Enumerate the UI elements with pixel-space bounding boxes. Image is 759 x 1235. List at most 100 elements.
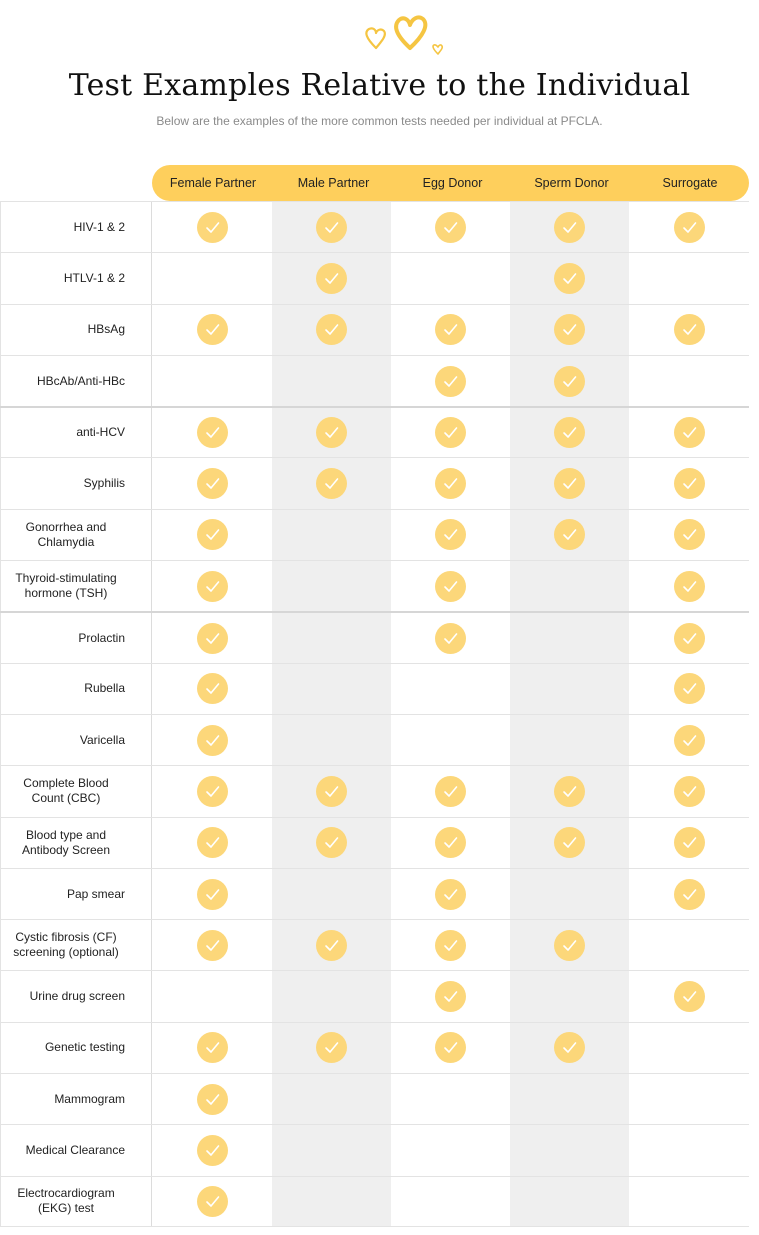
- test-name: Rubella: [84, 681, 125, 696]
- page-title: Test Examples Relative to the Individual: [68, 68, 691, 103]
- check-icon: [435, 827, 466, 859]
- row-label-cell: anti-HCV: [0, 408, 152, 458]
- column-header-surrogate: Surrogate: [662, 176, 718, 190]
- cell-egg-donor: [391, 1023, 510, 1073]
- check-icon: [673, 981, 705, 1013]
- page-subtitle: Below are the examples of the more commo…: [156, 114, 603, 128]
- check-icon: [196, 775, 228, 807]
- cell-female-partner: [152, 305, 272, 355]
- check-icon: [196, 468, 228, 500]
- test-name: Complete Blood Count (CBC): [23, 776, 109, 806]
- table-row: anti-HCV: [0, 406, 749, 458]
- cell-male-partner: [272, 408, 391, 457]
- row-label-cell: Urine drug screen: [0, 971, 152, 1022]
- cell-surrogate: [629, 715, 749, 765]
- check-icon: [196, 1134, 228, 1166]
- cell-egg-donor: [391, 920, 510, 970]
- check-icon: [435, 929, 466, 961]
- cell-surrogate: [629, 458, 749, 508]
- cell-male-partner: [272, 458, 391, 508]
- test-name: Gonorrhea and Chlamydia: [25, 519, 107, 549]
- check-icon: [673, 417, 705, 449]
- cell-egg-donor: [391, 561, 510, 611]
- check-icon: [196, 417, 228, 449]
- cell-female-partner: [152, 715, 272, 765]
- row-label-cell: HTLV-1 & 2: [0, 253, 152, 304]
- table-row: Thyroid-stimulating hormone (TSH): [0, 560, 749, 612]
- cell-egg-donor: [391, 818, 510, 868]
- table-row: Urine drug screen: [0, 970, 749, 1022]
- check-icon: [316, 775, 347, 807]
- check-icon: [673, 211, 705, 243]
- check-icon: [316, 827, 347, 859]
- check-icon: [554, 211, 585, 243]
- check-icon: [673, 622, 705, 654]
- cell-female-partner: [152, 356, 272, 406]
- cell-female-partner: [152, 1177, 272, 1226]
- test-name: Electrocardiogram (EKG) test: [17, 1186, 115, 1216]
- test-name: HTLV-1 & 2: [63, 270, 125, 285]
- cell-male-partner: [272, 305, 391, 355]
- cell-sperm-donor: [510, 408, 629, 457]
- row-label-cell: Cystic fibrosis (CF) screening (optional…: [0, 920, 152, 971]
- test-name: Medical Clearance: [25, 1142, 125, 1157]
- cell-male-partner: [272, 869, 391, 919]
- test-name: HIV-1 & 2: [73, 219, 125, 234]
- cell-female-partner: [152, 202, 272, 252]
- table-row: Syphilis: [0, 457, 749, 509]
- cell-egg-donor: [391, 1074, 510, 1124]
- cell-sperm-donor: [510, 305, 629, 355]
- table-row: Complete Blood Count (CBC): [0, 765, 749, 817]
- table-row: Prolactin: [0, 611, 749, 663]
- test-name: Pap smear: [66, 886, 125, 901]
- cell-sperm-donor: [510, 818, 629, 868]
- check-icon: [673, 724, 705, 756]
- table-row: Cystic fibrosis (CF) screening (optional…: [0, 919, 749, 971]
- check-icon: [435, 314, 466, 346]
- check-icon: [673, 775, 705, 807]
- row-label-cell: Thyroid-stimulating hormone (TSH): [0, 561, 152, 612]
- table-row: Mammogram: [0, 1073, 749, 1125]
- cell-surrogate: [629, 1023, 749, 1073]
- check-icon: [196, 929, 228, 961]
- table-row: Electrocardiogram (EKG) test: [0, 1175, 749, 1227]
- cell-surrogate: [629, 253, 749, 303]
- cell-surrogate: [629, 356, 749, 406]
- cell-egg-donor: [391, 1177, 510, 1226]
- check-icon: [196, 1185, 228, 1217]
- check-icon: [673, 673, 705, 705]
- cell-surrogate: [629, 613, 749, 662]
- cell-egg-donor: [391, 510, 510, 560]
- row-label-cell: Electrocardiogram (EKG) test: [0, 1176, 152, 1226]
- cell-sperm-donor: [510, 1177, 629, 1226]
- check-icon: [554, 1032, 585, 1064]
- cell-egg-donor: [391, 458, 510, 508]
- row-label-cell: Mammogram: [0, 1074, 152, 1125]
- check-icon: [196, 724, 228, 756]
- check-icon: [316, 314, 347, 346]
- test-name: Genetic testing: [44, 1040, 125, 1055]
- cell-surrogate: [629, 305, 749, 355]
- check-icon: [316, 929, 347, 961]
- test-name: HBcAb/Anti-HBc: [36, 373, 125, 388]
- check-icon: [196, 570, 228, 602]
- check-icon: [554, 262, 585, 294]
- cell-male-partner: [272, 1125, 391, 1175]
- check-icon: [554, 519, 585, 551]
- check-icon: [554, 468, 585, 500]
- cell-sperm-donor: [510, 202, 629, 252]
- cell-sperm-donor: [510, 613, 629, 662]
- row-label-cell: Genetic testing: [0, 1022, 152, 1074]
- cell-sperm-donor: [510, 920, 629, 970]
- cell-surrogate: [629, 1074, 749, 1124]
- table-row: Genetic testing: [0, 1021, 749, 1074]
- check-icon: [673, 878, 705, 910]
- cell-egg-donor: [391, 202, 510, 252]
- table-row: Varicella: [0, 713, 749, 766]
- check-icon: [196, 519, 228, 551]
- column-header-bar: Female Partner Male Partner Egg Donor Sp…: [152, 165, 749, 201]
- check-icon: [435, 981, 466, 1013]
- cell-egg-donor: [391, 664, 510, 714]
- cell-sperm-donor: [510, 664, 629, 714]
- column-header-sperm-donor: Sperm Donor: [534, 176, 609, 190]
